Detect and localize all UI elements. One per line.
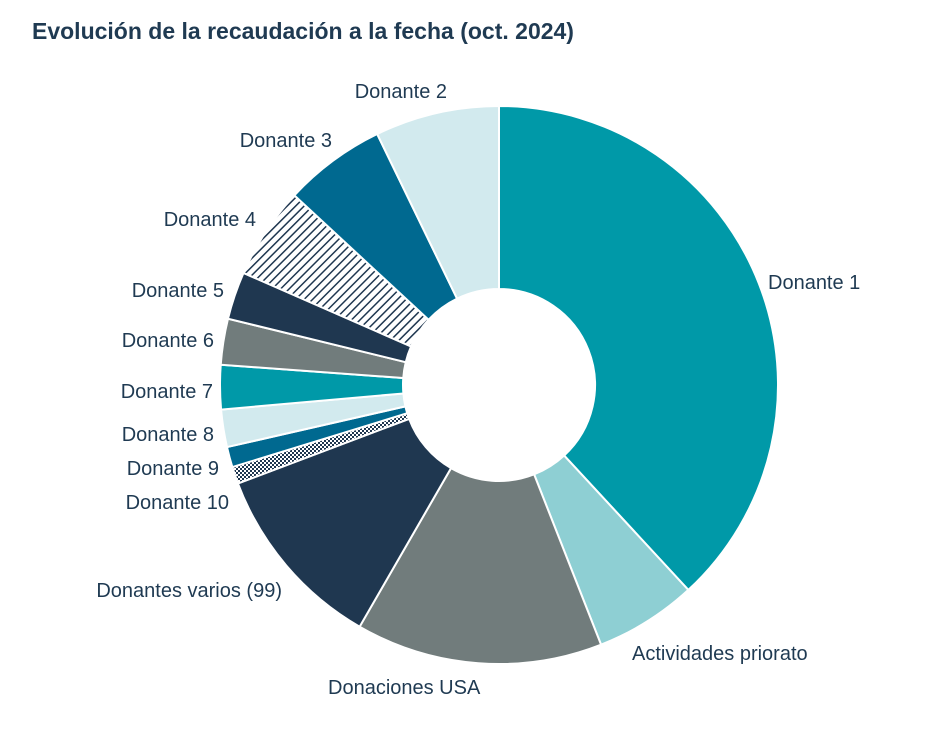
label-donante-3: Donante 3 xyxy=(240,130,332,152)
slices-group xyxy=(219,104,779,665)
label-donante-10: Donante 10 xyxy=(126,492,229,514)
label-actividades-priorato: Actividades priorato xyxy=(632,643,808,665)
labels-group: Donante 1 Actividades priorato Donaciones … xyxy=(96,81,860,699)
slice-donaciones-usa xyxy=(358,466,603,665)
label-donante-9: Donante 9 xyxy=(127,458,219,480)
label-donante-1: Donante 1 xyxy=(768,272,860,294)
slice-donante-2 xyxy=(375,104,500,300)
slice-donante-1 xyxy=(498,104,779,592)
label-donaciones-usa: Donaciones USA xyxy=(328,677,481,699)
slice-donantes-varios-99 xyxy=(236,417,453,629)
label-donante-2: Donante 2 xyxy=(355,81,447,103)
label-donante-6: Donante 6 xyxy=(122,330,214,352)
chart-title: Evolución de la recaudación a la fecha (… xyxy=(32,18,574,44)
label-donante-5: Donante 5 xyxy=(132,280,224,302)
label-donantes-varios-99: Donantes varios (99) xyxy=(96,580,282,602)
label-donante-4: Donante 4 xyxy=(164,209,256,231)
label-donante-7: Donante 7 xyxy=(121,381,213,403)
label-donante-8: Donante 8 xyxy=(122,424,214,446)
